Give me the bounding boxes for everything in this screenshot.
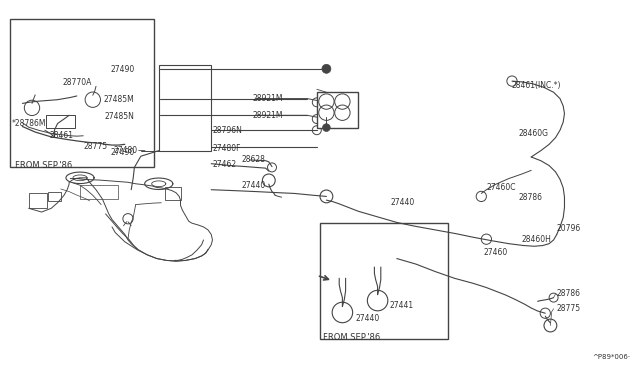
Text: 28775: 28775: [557, 304, 581, 313]
Text: 28796N: 28796N: [212, 126, 243, 135]
Text: 28786: 28786: [557, 289, 581, 298]
Bar: [29, 193, 47, 208]
Text: 28461(INC.*): 28461(INC.*): [512, 81, 561, 90]
Text: 28921M: 28921M: [253, 94, 284, 103]
Text: ^P89*006·: ^P89*006·: [592, 354, 630, 360]
Text: 20796: 20796: [557, 224, 581, 233]
Bar: [10, 19, 154, 167]
Text: 27440: 27440: [242, 182, 266, 190]
Text: 27441: 27441: [389, 301, 413, 310]
Circle shape: [322, 64, 331, 73]
Text: 28770A: 28770A: [63, 78, 92, 87]
Text: FROM SEP.'86: FROM SEP.'86: [323, 333, 380, 342]
Text: FROM SEP.'86: FROM SEP.'86: [15, 161, 72, 170]
Text: 27440: 27440: [355, 314, 380, 323]
Bar: [48, 192, 61, 201]
Text: 27490: 27490: [110, 148, 134, 157]
Circle shape: [323, 124, 330, 131]
Text: —: —: [138, 147, 145, 155]
Text: 28461: 28461: [50, 131, 74, 140]
Text: 28775: 28775: [83, 142, 108, 151]
Text: 27480F: 27480F: [212, 144, 241, 153]
Text: 28460G: 28460G: [518, 129, 548, 138]
Bar: [320, 223, 448, 339]
Text: 27480: 27480: [113, 146, 138, 155]
Text: 27485N: 27485N: [104, 112, 134, 121]
Bar: [165, 187, 181, 200]
Text: *28786M: *28786M: [12, 119, 46, 128]
Text: 28628: 28628: [242, 155, 266, 164]
Text: 27440: 27440: [390, 198, 415, 207]
Text: 28786: 28786: [518, 193, 543, 202]
Bar: [46, 115, 75, 128]
Bar: [317, 92, 358, 128]
Text: 27485M: 27485M: [104, 95, 134, 104]
Text: 27462: 27462: [212, 160, 237, 169]
Text: 28921M: 28921M: [253, 111, 284, 120]
Bar: [159, 65, 211, 151]
Text: 27490: 27490: [110, 65, 134, 74]
Text: 28460H: 28460H: [522, 235, 552, 244]
Bar: [80, 185, 118, 199]
Text: 27460C: 27460C: [486, 183, 516, 192]
Text: 27460: 27460: [483, 248, 508, 257]
